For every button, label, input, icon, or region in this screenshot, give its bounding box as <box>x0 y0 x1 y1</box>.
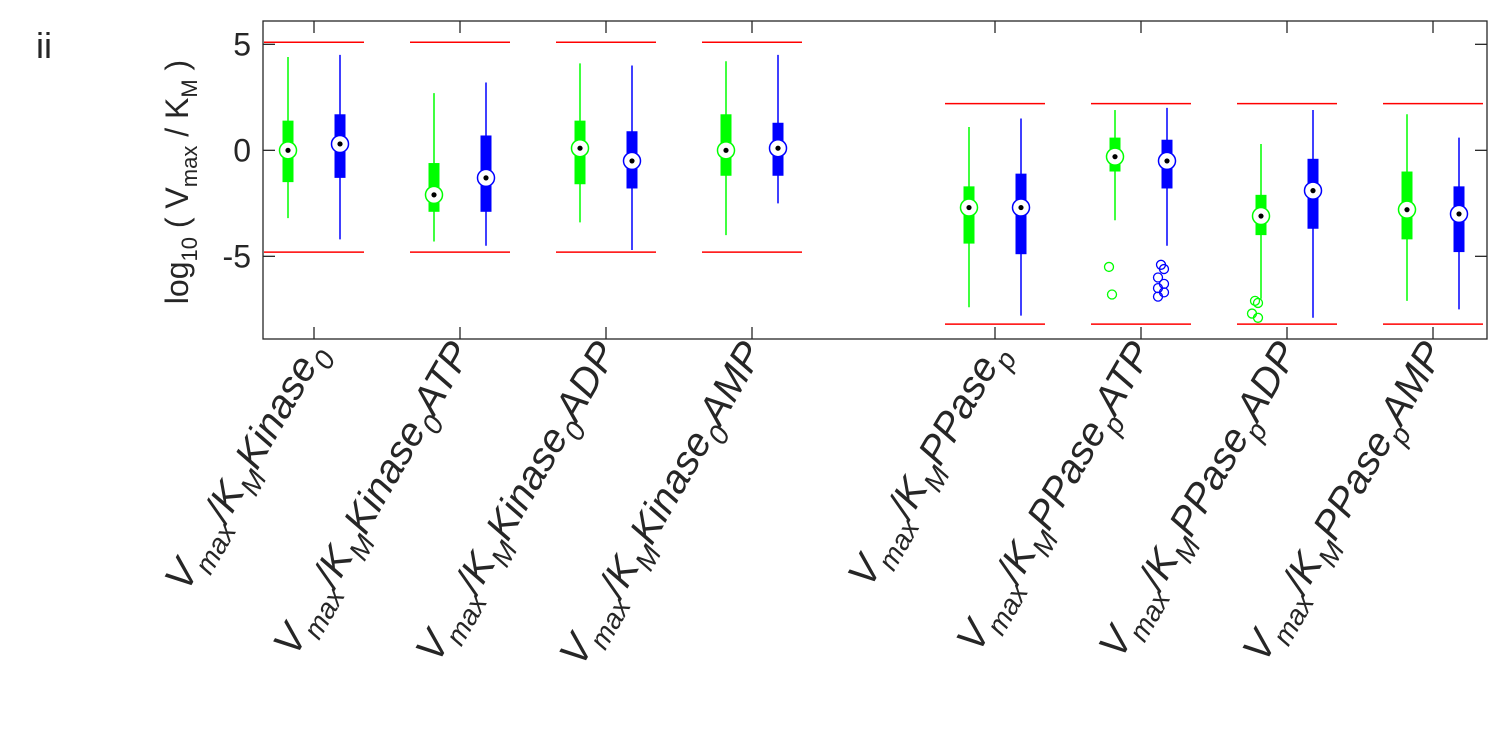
median-dot <box>1258 213 1264 219</box>
outlier-point <box>1103 261 1115 273</box>
x-tick-labels: Vmax/KMKinase0Vmax/KMKinase0ATPVmax/KMKi… <box>156 334 1453 673</box>
median-dot <box>1310 188 1316 194</box>
axes-frame <box>262 20 1488 340</box>
y-tick-label: -5 <box>223 238 251 274</box>
y-tick-label: 5 <box>233 26 251 62</box>
panel-label: ii <box>36 25 52 66</box>
outlier-point <box>1106 289 1118 300</box>
y-axis-label: log10 ( Vmax / KM ) <box>159 60 202 304</box>
median-dot <box>1404 207 1410 213</box>
outlier-point <box>1158 263 1170 275</box>
outlier-point <box>1249 295 1261 306</box>
y-label-sub: 10 <box>177 237 202 261</box>
plot-area: 5 0 -5 <box>223 20 1488 340</box>
median-dot <box>775 145 781 151</box>
median-dot <box>723 147 729 153</box>
outlier-point <box>1152 291 1164 302</box>
y-tick-label: 0 <box>233 132 251 168</box>
median-dot <box>629 158 635 164</box>
y-label-mid: / K <box>159 98 195 146</box>
median-dot <box>285 147 291 153</box>
y-label-sub3: M <box>177 79 202 97</box>
median-dot <box>577 145 583 151</box>
outlier-point <box>1252 312 1264 323</box>
outlier-point <box>1152 272 1164 283</box>
median-dot <box>1018 204 1024 211</box>
median-dot <box>337 141 343 147</box>
median-dot <box>1164 158 1170 164</box>
svg-text:log10 ( Vmax / KM ): log10 ( Vmax / KM ) <box>159 60 202 304</box>
y-label-prefix: log <box>159 262 195 305</box>
median-dot <box>1456 211 1462 217</box>
median-dot <box>1112 154 1118 160</box>
median-dot <box>431 192 437 198</box>
median-dot <box>483 175 489 181</box>
median-dot <box>966 204 972 211</box>
outlier-point <box>1252 297 1264 309</box>
y-label-close: ) <box>159 60 195 80</box>
y-label-sub2: max <box>177 146 202 188</box>
y-label-open: ( V <box>159 187 195 237</box>
